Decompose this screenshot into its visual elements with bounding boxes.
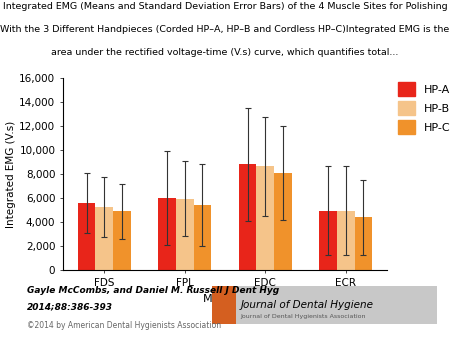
Bar (78, 203, 95, 270)
Bar (158, 197, 176, 270)
Text: Gayle McCombs, and Daniel M. Russell J Dent Hyg: Gayle McCombs, and Daniel M. Russell J D… (27, 286, 279, 295)
Text: Journal of Dental Hygiene: Journal of Dental Hygiene (241, 300, 374, 310)
Bar (274, 173, 292, 270)
Text: Integrated EMG (Means and Standard Deviation Error Bars) of the 4 Muscle Sites f: Integrated EMG (Means and Standard Devia… (3, 2, 447, 11)
Bar (95, 207, 113, 270)
Text: area under the rectified voltage-time (V.s) curve, which quantifies total...: area under the rectified voltage-time (V… (51, 48, 399, 57)
Bar (337, 211, 355, 270)
X-axis label: Muscles: Muscles (203, 294, 247, 304)
Text: 2014;88:386-393: 2014;88:386-393 (27, 303, 113, 312)
Y-axis label: Integrated EMG (V.s): Integrated EMG (V.s) (6, 120, 17, 228)
Bar (113, 211, 131, 270)
Bar (194, 205, 212, 270)
Text: Journal of Dental Hygienists Association: Journal of Dental Hygienists Association (241, 314, 366, 319)
Bar (176, 199, 194, 270)
Legend: HP-A, HP-B, HP-C: HP-A, HP-B, HP-C (393, 78, 450, 138)
Bar (238, 165, 256, 270)
Bar (256, 166, 274, 270)
Text: ©2014 by American Dental Hygienists Association: ©2014 by American Dental Hygienists Asso… (27, 320, 221, 330)
Bar (319, 211, 337, 270)
Bar (355, 217, 372, 270)
Text: With the 3 Different Handpieces (Corded HP–A, HP–B and Cordless HP–C)Integrated : With the 3 Different Handpieces (Corded … (0, 25, 450, 34)
